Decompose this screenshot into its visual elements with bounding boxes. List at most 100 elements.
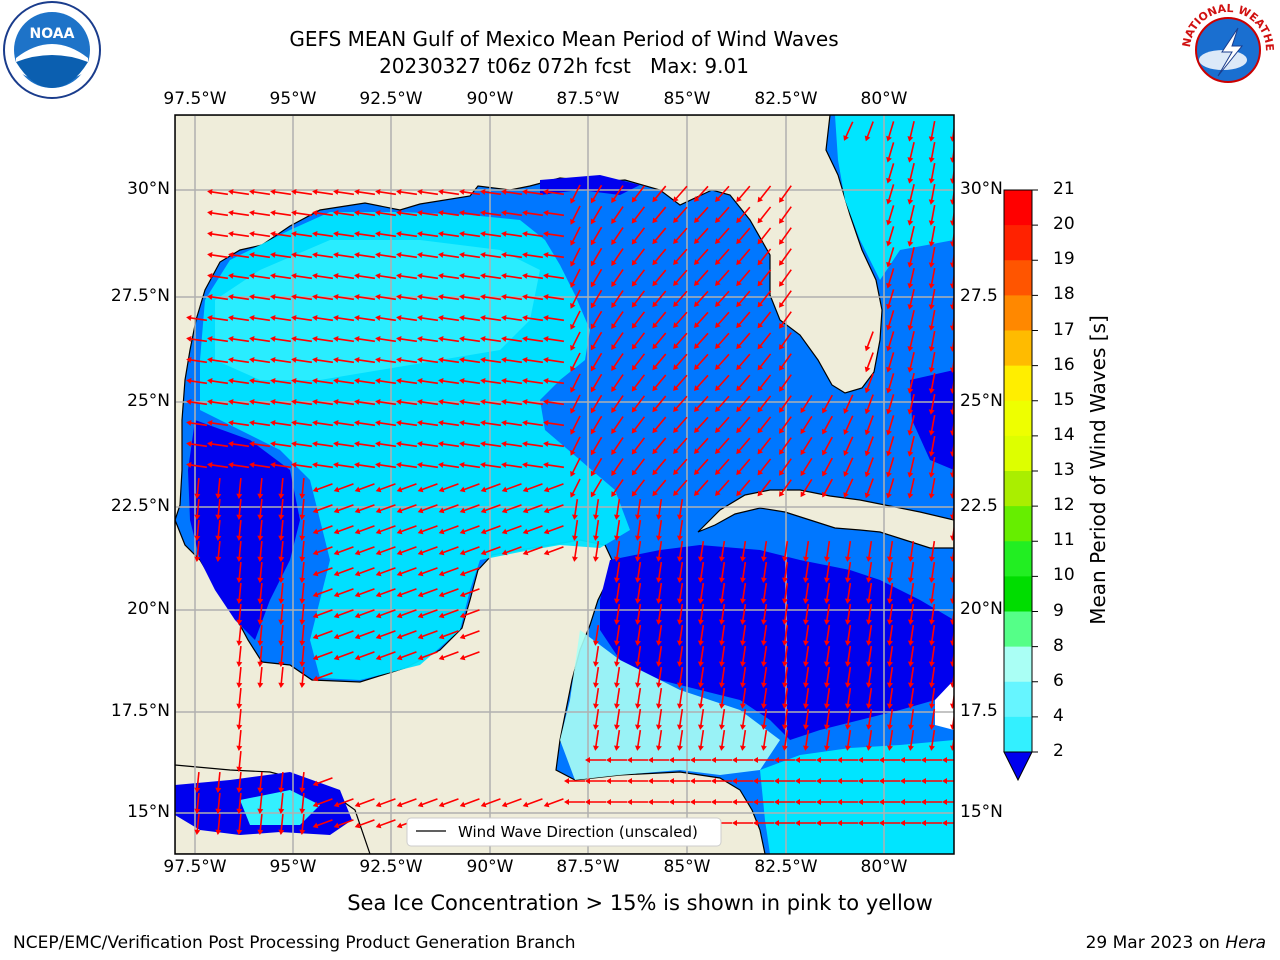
arrow-head xyxy=(613,598,620,604)
wave-direction-arrow xyxy=(886,687,894,709)
colorbar-tick-label: 9 xyxy=(1053,600,1064,621)
arrow-shaft xyxy=(315,504,333,512)
arrow-head xyxy=(459,230,465,237)
wave-direction-arrow xyxy=(543,419,565,427)
wave-direction-arrow xyxy=(802,561,810,583)
colorbar-tick-label: 11 xyxy=(1053,530,1075,551)
wave-direction-arrow xyxy=(760,561,768,583)
arrow-shaft xyxy=(930,729,936,749)
wave-direction-arrow xyxy=(186,356,208,364)
wave-direction-arrow xyxy=(949,355,954,373)
wave-direction-arrow xyxy=(299,540,306,562)
arrow-head xyxy=(417,419,423,426)
arrow-head xyxy=(631,217,638,224)
arrow-head xyxy=(501,507,508,514)
wave-direction-arrow xyxy=(627,778,648,784)
arrow-head xyxy=(928,304,935,310)
arrow-head xyxy=(312,570,319,577)
arrow-head xyxy=(417,272,423,279)
arrow-head xyxy=(592,556,599,562)
arrow-shaft xyxy=(336,588,354,596)
arrow-shaft xyxy=(657,561,663,581)
arrow-head xyxy=(375,486,382,493)
arrow-head xyxy=(928,283,935,289)
arrow-head xyxy=(291,314,297,321)
arrow-head xyxy=(590,365,597,372)
arrow-shaft xyxy=(762,540,768,560)
arrow-shaft xyxy=(844,457,854,475)
arrow-shaft xyxy=(217,519,221,539)
arrow-shaft xyxy=(230,253,250,259)
arrow-shaft xyxy=(377,358,397,364)
arrow-head xyxy=(333,293,339,300)
arrow-head xyxy=(837,778,842,784)
arrow-shaft xyxy=(462,504,480,512)
arrow-shaft xyxy=(441,483,459,491)
wave-direction-arrow xyxy=(676,519,684,541)
wave-direction-arrow xyxy=(228,272,250,280)
arrow-shaft xyxy=(546,546,564,554)
arrow-head xyxy=(480,335,486,342)
wave-direction-arrow xyxy=(249,335,271,343)
arrow-head xyxy=(480,419,486,426)
sea-ice-note: Sea Ice Concentration > 15% is shown in … xyxy=(347,891,933,915)
arrow-shaft xyxy=(315,777,333,785)
wave-direction-arrow xyxy=(312,819,333,829)
arrow-head xyxy=(249,230,255,237)
wave-direction-arrow xyxy=(354,209,376,217)
arrow-head xyxy=(236,577,243,583)
arrow-head xyxy=(928,157,935,163)
arrow-shaft xyxy=(293,442,313,448)
arrow-head xyxy=(299,493,306,499)
arrow-head xyxy=(438,570,445,577)
wave-direction-arrow xyxy=(886,540,894,562)
wave-direction-arrow xyxy=(417,630,438,640)
arrow-shaft xyxy=(440,337,460,343)
arrow-head xyxy=(270,293,276,300)
arrow-shaft xyxy=(335,463,355,469)
arrow-shaft xyxy=(420,567,438,575)
arrow-head xyxy=(779,490,785,497)
arrow-head xyxy=(228,335,234,342)
arrow-shaft xyxy=(695,332,709,348)
wave-direction-arrow xyxy=(753,778,774,784)
arrow-shaft xyxy=(301,792,305,812)
wave-direction-arrow xyxy=(236,582,243,604)
arrow-shaft xyxy=(632,395,646,411)
arrow-head xyxy=(844,640,851,646)
arrow-shaft xyxy=(280,498,284,518)
wave-direction-arrow xyxy=(779,227,792,245)
arrow-shaft xyxy=(695,311,709,327)
wave-direction-arrow xyxy=(522,483,543,493)
wave-direction-arrow xyxy=(800,394,813,414)
wave-direction-arrow xyxy=(739,582,747,604)
arrow-shaft xyxy=(758,269,772,285)
arrow-head xyxy=(779,406,785,413)
lon-tick-label: 95°W xyxy=(269,89,317,109)
arrow-head xyxy=(375,549,382,556)
arrow-shaft xyxy=(591,394,603,412)
arrow-shaft xyxy=(695,395,709,411)
arrow-shaft xyxy=(251,442,271,448)
arrow-shaft xyxy=(887,415,895,433)
arrow-head xyxy=(886,471,892,478)
arrow-shaft xyxy=(804,561,810,581)
arrow-head xyxy=(736,406,742,413)
arrow-shaft xyxy=(314,442,334,448)
arrow-shaft xyxy=(504,798,522,806)
wave-direction-arrow xyxy=(257,624,264,646)
arrow-head xyxy=(257,598,264,604)
arrow-shaft xyxy=(251,463,271,469)
arrow-shaft xyxy=(615,666,621,686)
arrow-head xyxy=(354,272,360,279)
wave-direction-arrow xyxy=(396,461,418,469)
arrow-shaft xyxy=(209,316,229,322)
wave-direction-arrow xyxy=(865,624,873,646)
arrow-head xyxy=(354,549,361,556)
arrow-head xyxy=(438,461,444,468)
wave-direction-arrow xyxy=(928,624,936,646)
arrow-shaft xyxy=(825,540,831,560)
wave-direction-arrow xyxy=(949,145,954,163)
arrow-shaft xyxy=(783,561,789,581)
arrow-head xyxy=(215,808,222,814)
